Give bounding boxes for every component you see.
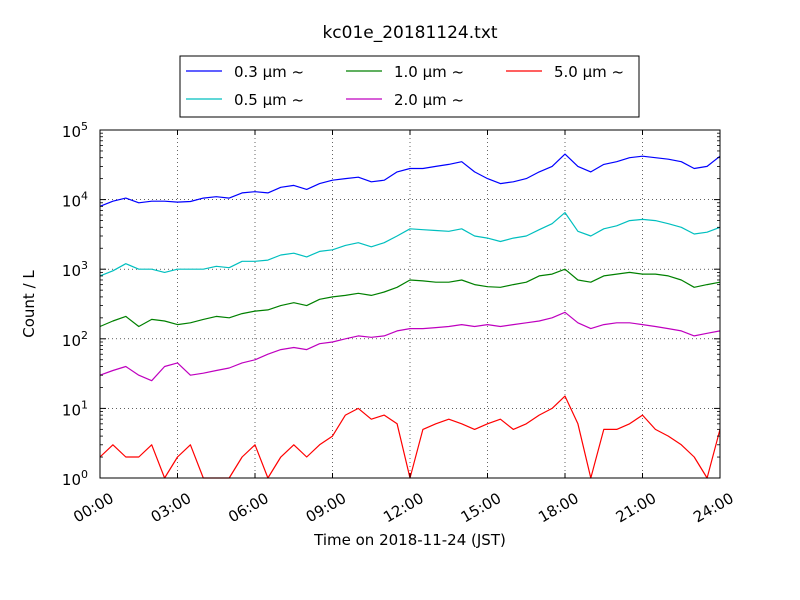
grid bbox=[100, 130, 720, 478]
series-line bbox=[99, 311, 721, 382]
legend: 0.3 μm ~ 0.5 μm ~ 1.0 μm ~ 2.0 μm ~ 5.0 μm ~ bbox=[179, 55, 640, 118]
series-line bbox=[99, 268, 721, 328]
chart-title: kc01e_20181124.txt bbox=[322, 23, 497, 43]
y-tick-label: 102 bbox=[62, 329, 88, 350]
plot-background bbox=[100, 130, 720, 478]
legend-label: 0.3 μm ~ bbox=[234, 63, 304, 81]
legend-box bbox=[179, 55, 640, 118]
y-tick-label: 105 bbox=[62, 120, 88, 141]
legend-label: 1.0 μm ~ bbox=[394, 63, 464, 81]
legend-label: 5.0 μm ~ bbox=[554, 63, 624, 81]
y-axis-label: Count / L bbox=[20, 270, 38, 338]
y-tick-label: 100 bbox=[62, 468, 88, 489]
series-line bbox=[99, 212, 721, 277]
y-tick-labels: 100 101 102 103 104 105 bbox=[62, 120, 88, 489]
series-line bbox=[99, 153, 721, 207]
legend-label: 2.0 μm ~ bbox=[394, 91, 464, 109]
y-tick-label: 101 bbox=[62, 398, 88, 419]
legend-label: 0.5 μm ~ bbox=[234, 91, 304, 109]
y-tick-label: 103 bbox=[62, 259, 88, 280]
x-axis-label: Time on 2018-11-24 (JST) bbox=[313, 531, 506, 549]
y-tick-label: 104 bbox=[62, 190, 88, 211]
plot-area bbox=[99, 129, 721, 479]
axis-ticks bbox=[99, 129, 721, 479]
